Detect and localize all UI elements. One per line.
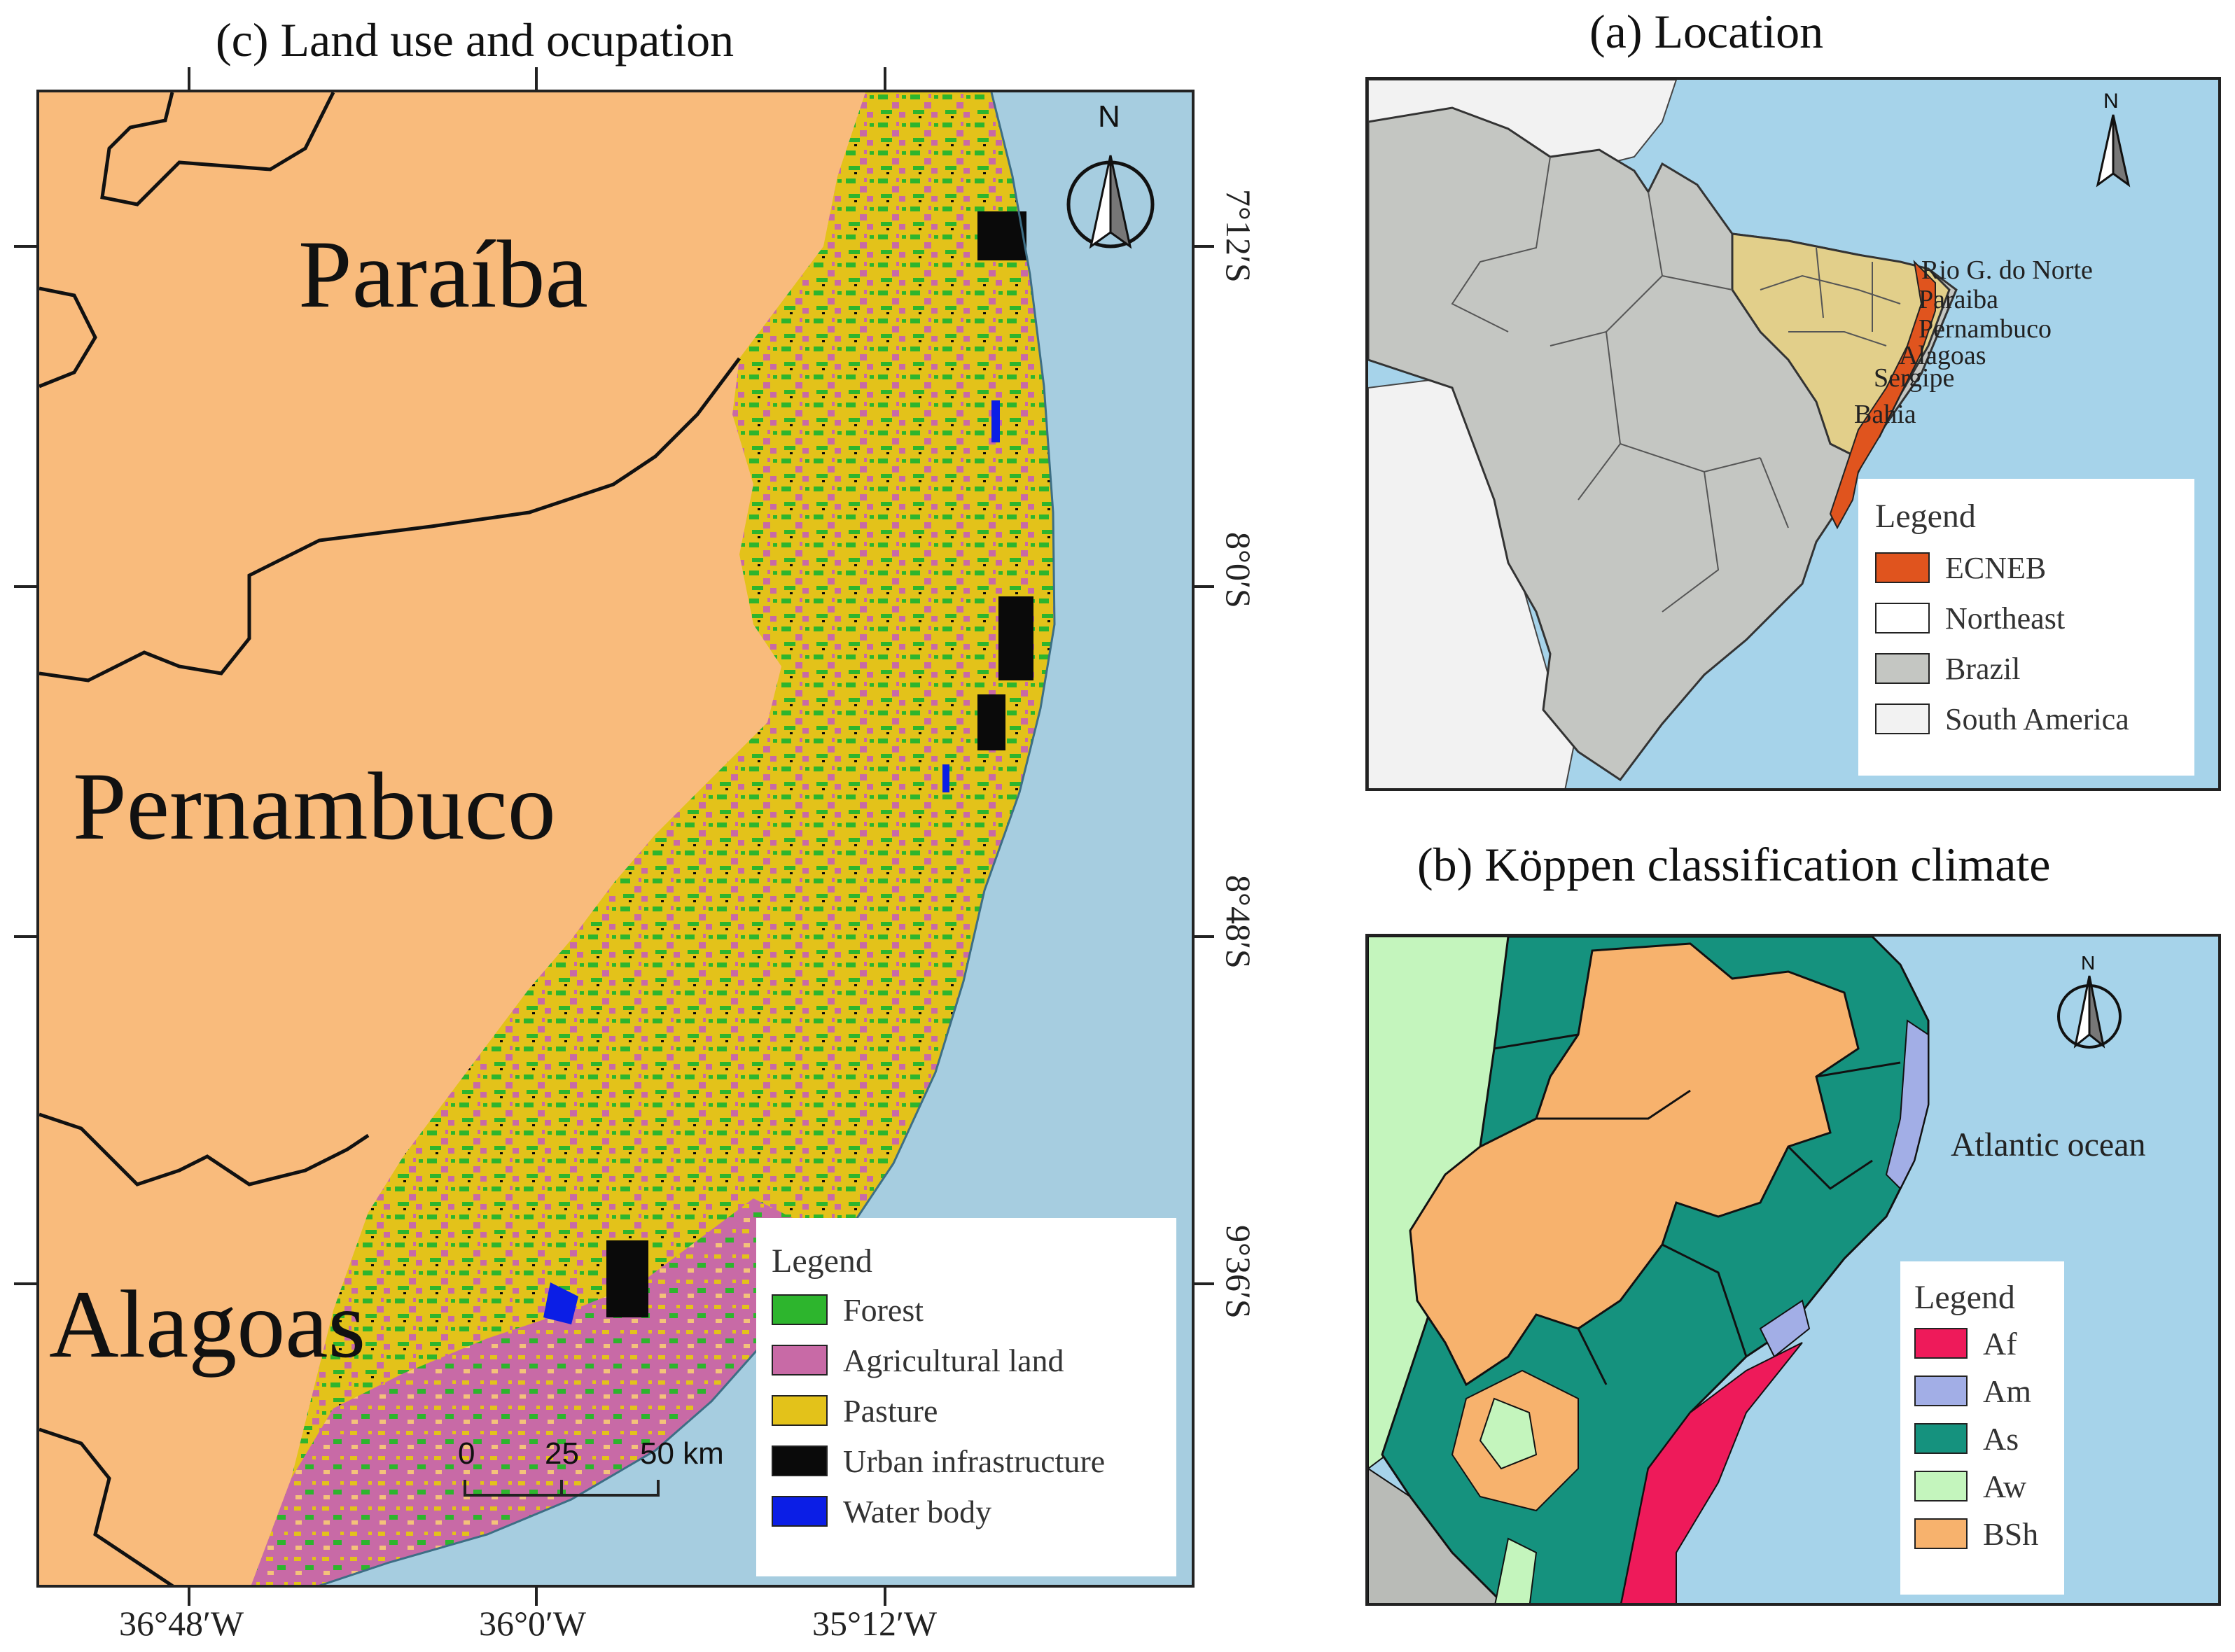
legend-label: Af	[1983, 1325, 2017, 1362]
scale-bar	[464, 1480, 660, 1497]
place-sergipe: Sergipe	[1874, 363, 1955, 393]
lon-label: 35°12′W	[812, 1604, 938, 1643]
bottom-tick	[188, 1586, 190, 1606]
place-bahia: Bahia	[1854, 400, 1916, 429]
legend-label: Forest	[843, 1292, 924, 1328]
koppen-legend: Legend Af Am As Aw BSh	[1900, 1261, 2064, 1595]
legend-item-northeast: Northeast	[1875, 593, 2178, 643]
left-tick	[14, 935, 38, 938]
legend-label: Am	[1983, 1373, 2031, 1409]
legend-swatch	[1914, 1328, 1968, 1359]
right-tick	[1193, 245, 1214, 248]
legend-swatch	[1875, 603, 1930, 634]
legend-label: Urban infrastructure	[843, 1443, 1106, 1479]
north-arrow-icon	[2096, 114, 2131, 188]
legend-label: BSh	[1983, 1516, 2039, 1552]
north-label: N	[2103, 90, 2119, 113]
legend-label: Northeast	[1945, 601, 2066, 636]
legend-swatch	[1914, 1376, 1968, 1406]
legend-title: Legend	[1914, 1279, 2015, 1316]
legend-label: South America	[1945, 701, 2129, 736]
location-legend: Legend ECNEB Northeast Brazil South Amer…	[1858, 479, 2194, 776]
legend-swatch	[1875, 653, 1930, 684]
bottom-tick	[884, 1586, 886, 1606]
legend-swatch	[1914, 1518, 1968, 1549]
legend-item-bsh: BSh	[1914, 1510, 2050, 1558]
legend-title: Legend	[772, 1242, 872, 1280]
panel-b-title: (b) Köppen classification climate	[1417, 838, 2051, 891]
legend-swatch	[1875, 552, 1930, 583]
legend-swatch	[772, 1496, 828, 1527]
left-tick	[14, 245, 38, 248]
north-label: N	[2081, 952, 2096, 974]
legend-swatch	[1914, 1423, 1968, 1454]
legend-title: Legend	[1875, 498, 1976, 535]
north-arrow-icon	[2057, 975, 2122, 1049]
legend-item-am: Am	[1914, 1367, 2050, 1415]
legend-item-agricultural-land: Agricultural land	[772, 1335, 1161, 1385]
legend-item-af: Af	[1914, 1320, 2050, 1367]
legend-label: Aw	[1983, 1468, 2027, 1504]
north-label: N	[1098, 99, 1120, 134]
scale-label-50: 50 km	[640, 1436, 724, 1471]
legend-swatch	[772, 1294, 828, 1325]
place-rio-g-do-norte: Rio G. do Norte	[1921, 255, 2093, 285]
panel-a-title: (a) Location	[1589, 5, 1824, 58]
top-tick	[884, 67, 886, 91]
legend-item-south-america: South America	[1875, 694, 2178, 744]
right-tick	[1193, 935, 1214, 938]
lon-label: 36°48′W	[119, 1604, 244, 1643]
legend-item-pasture: Pasture	[772, 1385, 1161, 1436]
location-map: N Rio G. do Norte Paraiba Pernambuco Ala…	[1365, 77, 2221, 791]
legend-item-urban-infrastructure: Urban infrastructure	[772, 1436, 1161, 1486]
lat-label: 8°48′S	[1219, 875, 1258, 969]
scale-label-25: 25	[545, 1436, 579, 1471]
legend-label: Brazil	[1945, 651, 2021, 686]
top-tick	[535, 67, 538, 91]
lat-label: 8°0′S	[1219, 532, 1258, 608]
north-arrow-icon	[1066, 155, 1155, 249]
scale-label-0: 0	[458, 1436, 475, 1471]
bottom-tick	[535, 1586, 538, 1606]
legend-label: As	[1983, 1420, 2019, 1457]
panel-c-title: (c) Land use and ocupation	[216, 13, 734, 66]
legend-label: Pasture	[843, 1392, 938, 1429]
land-use-map: N Paraíba Pernambuco Alagoas 0 25 50 km …	[36, 90, 1195, 1588]
legend-swatch	[772, 1345, 828, 1376]
place-paraiba: Paraiba	[1919, 285, 1998, 314]
legend-label: Water body	[843, 1493, 992, 1530]
lat-label: 9°36′S	[1219, 1225, 1258, 1319]
koppen-map-graphic	[1368, 937, 2122, 1603]
legend-item-brazil: Brazil	[1875, 643, 2178, 694]
place-alagoas: Alagoas	[1899, 341, 1986, 370]
legend-swatch	[772, 1446, 828, 1476]
right-tick	[1193, 1282, 1214, 1285]
land-use-legend: Legend Forest Agricultural land Pasture …	[756, 1218, 1176, 1576]
state-name-paraiba: Paraíba	[298, 220, 588, 328]
legend-item-forest: Forest	[772, 1284, 1161, 1335]
location-map-graphic	[1368, 80, 2131, 788]
scale-bar-mid-tick	[560, 1480, 563, 1494]
left-tick	[14, 585, 38, 588]
legend-item-ecneb: ECNEB	[1875, 542, 2178, 593]
land-use-map-graphic	[39, 92, 1192, 1585]
lat-label: 7°12′S	[1219, 189, 1258, 283]
legend-item-aw: Aw	[1914, 1462, 2050, 1510]
lon-label: 36°0′W	[479, 1604, 587, 1643]
legend-swatch	[1914, 1471, 1968, 1502]
left-tick	[14, 1282, 38, 1285]
top-tick	[188, 67, 190, 91]
legend-item-as: As	[1914, 1415, 2050, 1462]
koppen-map: N Atlantic ocean Legend Af Am As Aw BSh	[1365, 934, 2221, 1606]
legend-label: Agricultural land	[843, 1342, 1064, 1378]
legend-swatch	[1875, 704, 1930, 734]
state-name-pernambuco: Pernambuco	[73, 752, 556, 860]
state-name-alagoas: Alagoas	[49, 1270, 366, 1378]
ocean-label: Atlantic ocean	[1951, 1126, 2146, 1163]
legend-label: ECNEB	[1945, 550, 2047, 585]
right-tick	[1193, 585, 1214, 588]
legend-swatch	[772, 1395, 828, 1426]
place-pernambuco: Pernambuco	[1919, 314, 2052, 344]
legend-item-water-body: Water body	[772, 1486, 1161, 1536]
